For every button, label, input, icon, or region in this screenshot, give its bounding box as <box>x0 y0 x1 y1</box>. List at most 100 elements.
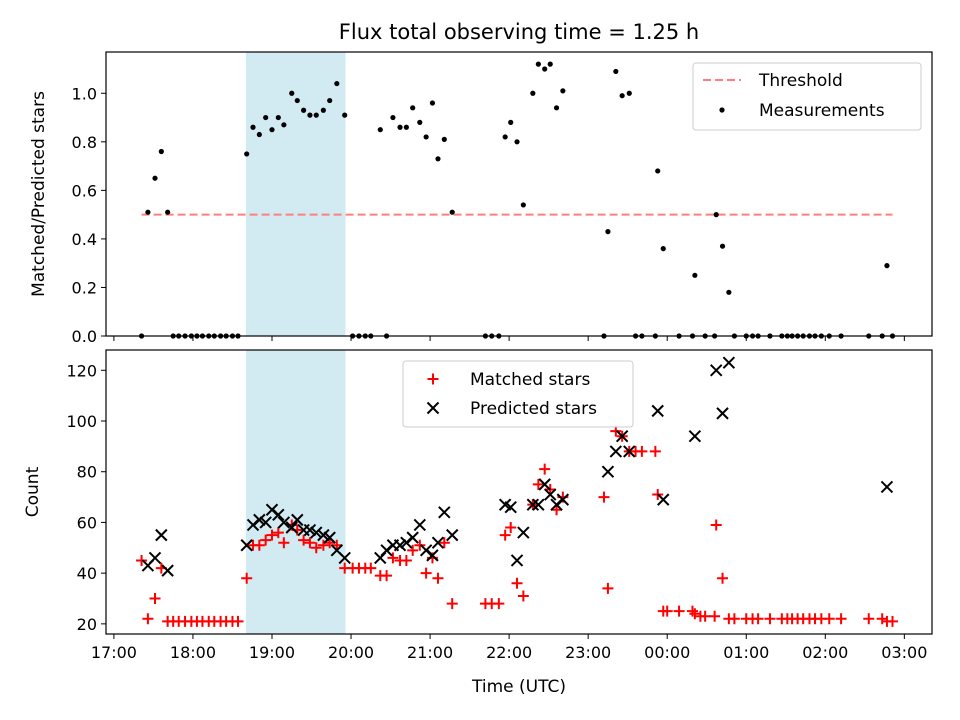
observing-window-shade <box>245 350 346 634</box>
matched-stars-point <box>317 539 329 551</box>
measurement-point <box>530 90 536 96</box>
measurement-point <box>884 263 890 269</box>
matched-stars-point <box>687 605 698 617</box>
ratio-panel: 0.0 0.2 0.4 0.6 0.8 1.0 Matched/Predicted star… <box>29 51 933 346</box>
predicted-stars-point <box>310 526 323 539</box>
predicted-stars-point <box>526 498 540 511</box>
legend-matched-label: Matched stars <box>470 370 590 390</box>
y-tick-label: 0.0 <box>72 327 97 346</box>
legend-predicted-label: Predicted stars <box>470 399 597 419</box>
predicted-stars-point <box>253 513 266 527</box>
x-tick-label: 22:00 <box>486 643 532 662</box>
chart-title: Flux total observing time = 1.25 h <box>339 20 699 44</box>
matched-stars-point <box>253 539 265 551</box>
measurement-point <box>301 107 307 113</box>
matched-stars-point <box>304 537 316 549</box>
predicted-stars-point <box>722 356 736 369</box>
matched-stars-point <box>636 445 648 457</box>
measurement-point <box>307 112 313 118</box>
measurement-point <box>553 105 560 111</box>
axes-frame <box>105 349 933 635</box>
predicted-stars-point <box>532 498 545 511</box>
matched-stars-point <box>649 445 661 457</box>
measurement-point <box>655 168 661 174</box>
measurement-point <box>256 131 262 138</box>
x-tick-label: 02:00 <box>802 643 848 662</box>
y-tick-label: 0.8 <box>72 133 97 152</box>
measurement-point <box>275 114 281 121</box>
measurement-point <box>508 119 514 125</box>
matched-stars-point <box>709 610 721 622</box>
matched-stars-point <box>387 552 399 564</box>
measurement-point <box>713 212 719 218</box>
measurement-point <box>294 97 300 104</box>
matched-stars-point <box>407 544 419 556</box>
measurement-point <box>320 107 326 113</box>
measurement-point <box>244 151 250 157</box>
measurement-point <box>719 243 726 249</box>
matched-stars-point <box>689 608 701 620</box>
predicted-stars-point <box>240 539 253 552</box>
matched-stars-point <box>149 593 161 604</box>
predicted-stars-point <box>338 551 351 565</box>
predicted-stars-point <box>406 531 419 544</box>
y-tick-label: 0.2 <box>72 278 97 297</box>
measurement-point <box>377 127 383 133</box>
x-tick-label: 01:00 <box>723 643 769 662</box>
predicted-stars-point <box>161 564 174 577</box>
predicted-stars-point <box>291 513 304 527</box>
predicted-stars-point <box>504 501 517 514</box>
predicted-stars-point <box>609 445 623 458</box>
measurement-point <box>327 97 333 104</box>
measurement-point <box>441 136 447 142</box>
measurement-point <box>145 209 151 215</box>
y-tick-label: 120 <box>66 361 97 380</box>
predicted-stars-point <box>148 551 162 565</box>
y-tick-label: 40 <box>77 564 97 583</box>
counts-panel: 20 40 60 80 100 120 17:00 18:00 19:00 20:00 21:00 2… <box>23 349 933 662</box>
measurement-point <box>514 139 520 145</box>
matched-stars-point <box>260 534 272 546</box>
y-tick-label: 0.6 <box>72 181 97 200</box>
predicted-stars-point <box>880 480 894 494</box>
matched-stars-point <box>539 463 551 475</box>
measurement-point <box>502 134 508 140</box>
measurement-point <box>605 229 611 235</box>
measurement-point <box>726 289 732 295</box>
matched-stars-point <box>136 554 148 566</box>
matched-stars-point <box>493 598 505 610</box>
measurement-point <box>613 68 619 75</box>
matched-stars-point <box>278 537 290 549</box>
y-tick-label: 80 <box>77 463 97 482</box>
predicted-stars-point <box>413 518 427 532</box>
matched-stars-point <box>835 613 847 625</box>
measurement-point <box>692 272 698 278</box>
predicted-stars-point <box>651 404 664 418</box>
predicted-stars-point <box>155 528 168 542</box>
measurement-point <box>520 202 526 208</box>
x-tick-label: 00:00 <box>644 643 690 662</box>
matched-stars-point <box>699 610 711 622</box>
legend-box <box>402 360 634 428</box>
x-tick-label: 03:00 <box>881 643 927 662</box>
measurement-point <box>250 124 256 130</box>
x-tick-label: 19:00 <box>249 643 295 662</box>
measurement-point <box>342 112 348 118</box>
measurement-point <box>410 105 416 111</box>
predicted-stars-point <box>657 493 670 506</box>
matched-stars-point <box>863 613 875 625</box>
measurement-point <box>542 66 548 72</box>
predicted-stars-point <box>615 430 629 443</box>
legend-predicted-swatch <box>426 401 440 415</box>
observing-window-shade <box>245 52 346 336</box>
legend-matched-swatch <box>427 373 439 385</box>
predicted-stars-point <box>303 523 317 537</box>
legend-threshold-label: Threshold <box>758 71 843 91</box>
legend-measurements-swatch <box>719 107 725 113</box>
matched-stars-point <box>876 613 888 625</box>
measurement-point <box>313 112 319 118</box>
matched-stars-point <box>365 562 377 574</box>
matched-stars-point <box>446 598 458 610</box>
predicted-stars-point <box>538 478 551 491</box>
